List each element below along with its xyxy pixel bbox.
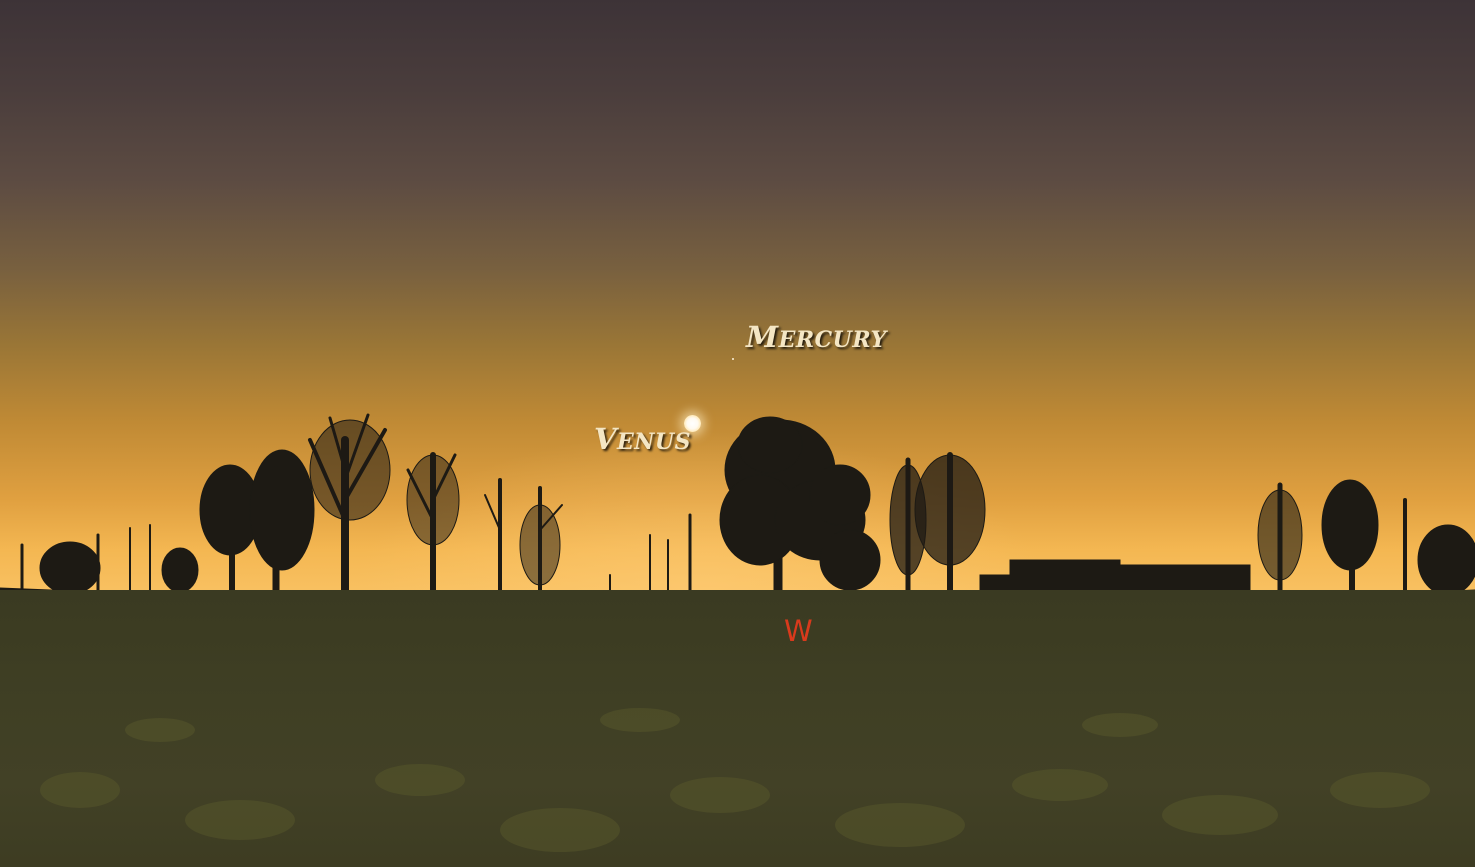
venus-label: VENUS [594, 422, 691, 456]
mercury-label: MERCURY [746, 320, 887, 354]
venus-label-initial: V [594, 422, 618, 456]
venus-planet[interactable] [684, 415, 701, 432]
central-tree [719, 416, 881, 615]
right-tree-cluster [889, 452, 1475, 613]
rapeseed-field [0, 590, 1475, 867]
mercury-planet[interactable] [732, 358, 734, 360]
mercury-label-rest: ERCURY [778, 327, 887, 353]
field-texture [40, 708, 1430, 852]
compass-west-marker: W [784, 614, 813, 648]
venus-label-rest: ENUS [617, 429, 691, 455]
mercury-label-initial: M [746, 320, 779, 354]
left-tree-cluster [20, 413, 692, 607]
